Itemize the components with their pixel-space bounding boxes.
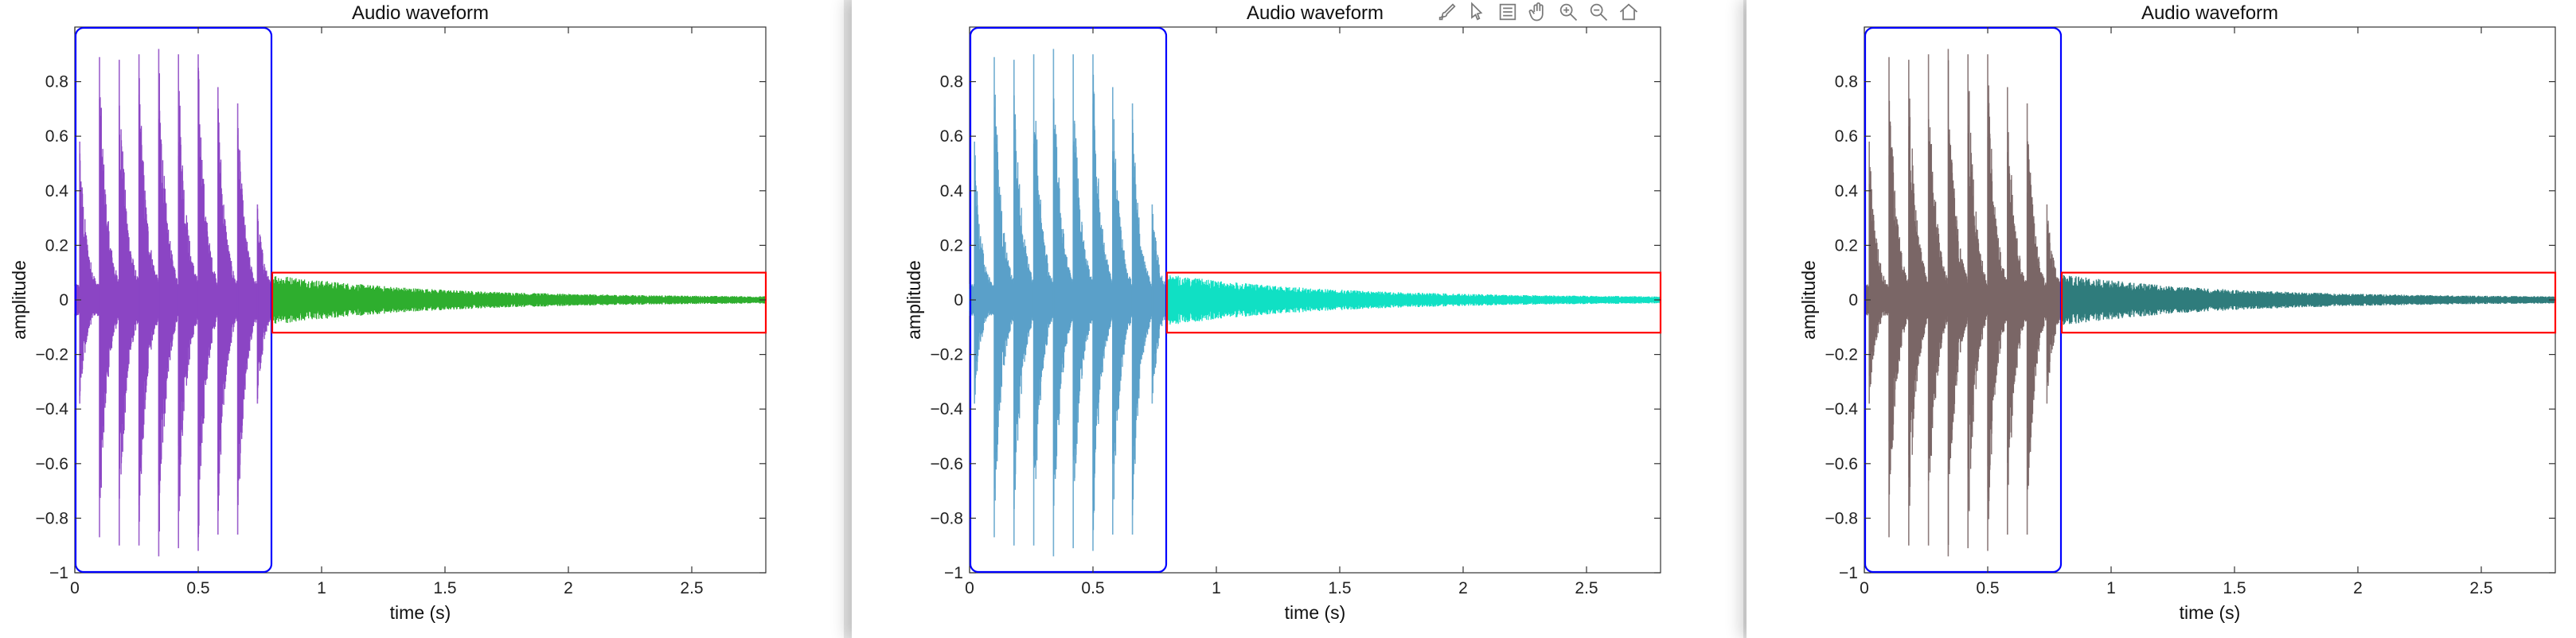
x-tick-label: 0.5 [1976, 579, 1999, 597]
insert-legend-icon[interactable] [1495, 0, 1520, 24]
chart-title: Audio waveform [2141, 2, 2278, 24]
y-tick-label: 0 [1848, 291, 1858, 309]
y-tick-label: 0.8 [45, 73, 68, 91]
chart-window-2: Audio waveform 0 0.5 1 1.5 2 2.5 −1 −0.8 −0.6 −0.4… [852, 0, 1743, 638]
y-tick-label: −0.6 [931, 455, 963, 473]
y-tick-label: 0.6 [1835, 127, 1858, 146]
y-axis-label: amplitude [1798, 260, 1819, 340]
pan-hand-icon[interactable] [1525, 0, 1551, 24]
y-tick-label: 0.8 [940, 73, 963, 91]
zoom-out-icon[interactable] [1586, 0, 1611, 24]
y-tick-label: 0.2 [45, 236, 68, 255]
figure-toolbar [1434, 0, 1641, 24]
data-cursor-icon[interactable] [1465, 0, 1490, 24]
region-box-red [2060, 271, 2557, 334]
figure-canvas: Audio waveform 0 0.5 1 1.5 2 2.5 −1 −0.8 −0.6 −0.4… [852, 0, 1743, 638]
x-tick-label: 2.5 [680, 579, 703, 597]
zoom-in-icon[interactable] [1555, 0, 1581, 24]
x-tick-label: 0 [965, 579, 974, 597]
x-tick-label: 2 [2353, 579, 2363, 597]
y-tick-label: −1 [944, 564, 963, 582]
y-tick-label: −0.8 [36, 509, 68, 527]
waveform-series [74, 49, 767, 557]
y-tick-label: −1 [49, 564, 68, 582]
y-tick-label: 0 [59, 291, 68, 309]
y-tick-label: −0.4 [931, 400, 964, 418]
y-tick-label: −0.2 [931, 346, 963, 364]
y-axis-label: amplitude [9, 260, 29, 340]
chart-window-1: Audio waveform 0 0.5 1 1.5 2 2.5 −1 −0.8 −0.6 −0.4… [0, 0, 844, 638]
y-tick-label: −0.2 [36, 346, 68, 364]
x-axis-label: time (s) [1285, 602, 1346, 623]
y-tick-label: 0.4 [45, 182, 69, 200]
y-tick-label: 0.4 [940, 182, 964, 200]
y-tick-label: −0.2 [1825, 346, 1858, 364]
figure-canvas: Audio waveform 0 0.5 1 1.5 2 2.5 −1 −0.8 −0.6 −0.4… [1747, 0, 2576, 638]
y-tick-label: 0.6 [940, 127, 963, 146]
chart-title: Audio waveform [1247, 2, 1384, 24]
y-tick-label: −0.8 [931, 509, 963, 527]
x-tick-label: 1 [1212, 579, 1221, 597]
y-tick-label: −0.8 [1825, 509, 1858, 527]
region-box-red [271, 271, 767, 334]
chart-title: Audio waveform [352, 2, 489, 24]
x-tick-label: 2.5 [2469, 579, 2492, 597]
y-axis-label: amplitude [904, 260, 924, 340]
x-axis-label: time (s) [2180, 602, 2241, 623]
home-icon[interactable] [1616, 0, 1641, 24]
y-tick-label: 0.6 [45, 127, 68, 146]
audio-waveform-chart: Audio waveform 0 0.5 1 1.5 2 2.5 −1 −0.8 −0.6 −0.4… [904, 2, 1662, 623]
y-tick-label: 0 [954, 291, 963, 309]
x-tick-label: 1.5 [1328, 579, 1351, 597]
y-tick-label: −1 [1839, 564, 1858, 582]
y-tick-label: −0.4 [36, 400, 69, 418]
waveform-series [1864, 49, 2556, 557]
x-tick-label: 1.5 [2223, 579, 2246, 597]
x-tick-label: 0 [1860, 579, 1869, 597]
x-tick-label: 0.5 [1081, 579, 1104, 597]
x-axis-label: time (s) [390, 602, 451, 623]
y-tick-label: −0.6 [36, 455, 68, 473]
y-tick-label: −0.6 [1825, 455, 1858, 473]
y-tick-label: 0.2 [1835, 236, 1858, 255]
audio-waveform-chart: Audio waveform 0 0.5 1 1.5 2 2.5 −1 −0.8 −0.6 −0.4… [1798, 2, 2557, 623]
x-tick-label: 1 [317, 579, 326, 597]
y-tick-label: 0.4 [1835, 182, 1859, 200]
y-tick-label: −0.4 [1825, 400, 1859, 418]
y-tick-label: 0.8 [1835, 73, 1858, 91]
x-tick-label: 2 [564, 579, 573, 597]
x-tick-label: 0 [70, 579, 80, 597]
region-box-red [1165, 271, 1662, 334]
chart-window-3: Audio waveform 0 0.5 1 1.5 2 2.5 −1 −0.8 −0.6 −0.4… [1747, 0, 2576, 638]
y-tick-label: 0.2 [940, 236, 963, 255]
waveform-series [969, 49, 1661, 557]
figure-canvas: Audio waveform 0 0.5 1 1.5 2 2.5 −1 −0.8 −0.6 −0.4… [0, 0, 844, 638]
audio-waveform-chart: Audio waveform 0 0.5 1 1.5 2 2.5 −1 −0.8 −0.6 −0.4… [9, 2, 767, 623]
x-tick-label: 1.5 [433, 579, 456, 597]
brush-icon[interactable] [1434, 0, 1460, 24]
x-tick-label: 2.5 [1575, 579, 1598, 597]
x-tick-label: 2 [1458, 579, 1468, 597]
x-tick-label: 0.5 [186, 579, 209, 597]
x-tick-label: 1 [2106, 579, 2116, 597]
